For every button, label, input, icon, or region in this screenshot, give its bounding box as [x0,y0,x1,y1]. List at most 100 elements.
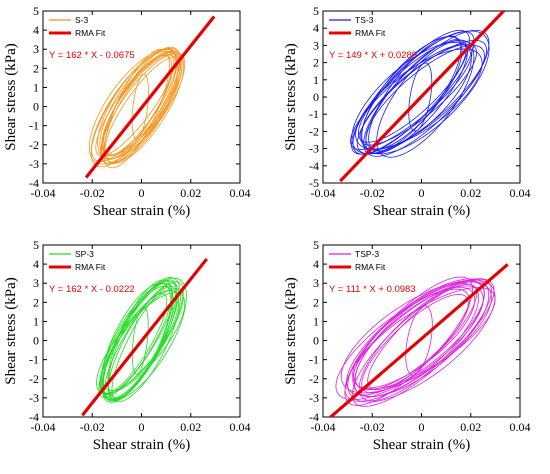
x-tick-label: 0.02 [180,186,201,200]
y-tick-label: 3 [33,276,39,290]
hysteresis-loop [99,282,173,395]
legend-label: TS-3 [355,15,374,25]
y-tick-label: 4 [313,257,319,271]
y-tick-label: -3 [29,391,39,405]
legend-label: RMA Fit [355,28,386,38]
y-tick-label: 3 [33,42,39,56]
hysteresis-loop [111,285,177,400]
x-tick-label: -0.04 [31,420,56,434]
y-axis-title: Shear stress (kPa) [3,43,19,150]
legend-label: RMA Fit [355,262,386,272]
x-tick-label: -0.04 [311,420,336,434]
x-axis-title: Shear strain (%) [93,203,190,219]
hysteresis-loop [359,43,477,146]
y-tick-label: 2 [33,295,39,309]
y-tick-label: 5 [313,4,319,18]
y-axis-title: Shear stress (kPa) [283,43,299,150]
y-tick-label: -1 [309,353,319,367]
x-tick-label: 0 [139,420,145,434]
x-tick-label: 0.04 [510,420,531,434]
legend-label: SP-3 [75,249,94,259]
y-tick-label: 4 [33,257,39,271]
y-tick-label: -4 [29,410,39,424]
y-tick-label: 3 [313,38,319,52]
rma-fit-line [81,257,209,417]
x-tick-label: 0.02 [180,420,201,434]
x-tick-label: 0.04 [230,186,251,200]
data-layer [329,263,509,417]
x-tick-label: -0.02 [360,186,385,200]
y-tick-label: 0 [33,100,39,114]
fit-equation: Y = 111 * X + 0.0983 [329,284,416,295]
y-tick-label: 2 [313,295,319,309]
plot-frame [42,244,241,418]
hysteresis-loop [352,286,476,389]
hysteresis-loop [344,276,473,406]
legend-label: RMA Fit [75,262,106,272]
fit-equation: Y = 162 * X - 0.0675 [49,50,135,61]
hysteresis-loop [376,39,475,158]
y-axis-title: Shear stress (kPa) [283,277,299,384]
y-tick-label: 1 [33,80,39,94]
y-tick-label: -2 [309,372,319,386]
hysteresis-loop [352,29,471,155]
y-tick-label: 0 [313,90,319,104]
legend-label: TSP-3 [355,249,379,259]
y-tick-label: 2 [33,61,39,75]
data-layer [81,257,209,417]
y-tick-label: -4 [29,176,39,190]
chart-panel-top-right: -0.04 -0.02 0 0.02 0.04 -5 -4 -3 -2 -1 0 1 2 3 4 5 Shear… [283,4,531,219]
hysteresis-loop [356,39,488,155]
y-tick-label: -4 [309,410,319,424]
hysteresis-loop [361,293,469,394]
y-tick-label: -2 [29,372,39,386]
hysteresis-loop [102,285,174,402]
y-tick-label: -3 [309,142,319,156]
y-tick-label: 5 [33,238,39,252]
hysteresis-loop [100,52,186,165]
y-tick-label: -5 [309,176,319,190]
fit-equation: Y = 149 * X + 0.0289 [329,50,417,61]
y-tick-label: 5 [33,4,39,18]
initial-loop [131,306,149,375]
hysteresis-loop [107,279,173,399]
data-layer [339,11,506,183]
hysteresis-loop [101,282,172,399]
x-tick-label: 0.04 [230,420,251,434]
y-tick-label: 1 [313,73,319,87]
hysteresis-loop [103,50,185,164]
y-tick-label: -4 [309,159,319,173]
initial-loop [408,62,433,132]
rma-fit-line [84,15,216,179]
rma-fit-line [339,11,506,183]
y-tick-label: 0 [33,334,39,348]
legend-label: S-3 [75,15,89,25]
x-tick-label: 0 [139,186,145,200]
x-axis-title: Shear strain (%) [373,437,470,453]
y-tick-label: 1 [313,314,319,328]
hysteresis-loop [361,36,463,151]
hysteresis-loop [352,287,496,390]
x-tick-label: 0 [419,420,425,434]
chart-panel-bottom-left: -0.04 -0.02 0 0.02 0.04 -4 -3 -2 -1 0 1 2 3 4 5 Shear s… [3,238,251,453]
initial-loop [405,305,433,376]
x-tick-label: 0.04 [510,186,531,200]
y-tick-label: 1 [33,314,39,328]
hysteresis-loop [101,46,181,165]
y-tick-label: -2 [29,138,39,152]
fit-equation: Y = 162 * X - 0.0222 [49,284,135,295]
hysteresis-loop [368,35,462,152]
legend-label: RMA Fit [75,28,106,38]
x-tick-label: -0.02 [80,186,105,200]
y-tick-label: 3 [313,276,319,290]
y-tick-label: -1 [29,119,39,133]
y-tick-label: -3 [309,391,319,405]
y-tick-label: -3 [29,157,39,171]
x-axis-title: Shear strain (%) [373,203,470,219]
y-tick-label: -2 [309,124,319,138]
rma-fit-line [329,263,509,417]
x-tick-label: 0.02 [460,420,481,434]
x-tick-label: -0.04 [311,186,336,200]
hysteresis-loop [95,51,176,157]
